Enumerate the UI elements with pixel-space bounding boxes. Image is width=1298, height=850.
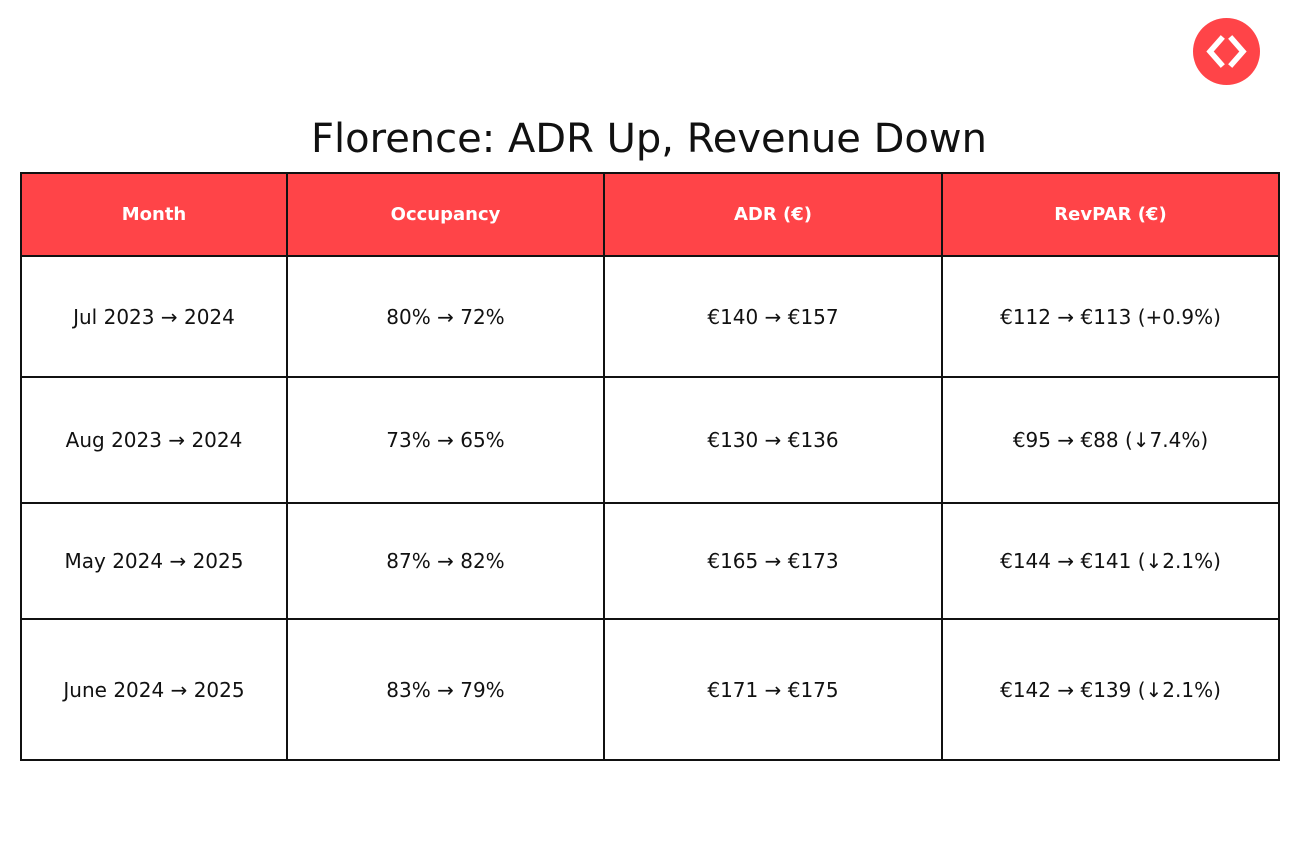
cell-month: Jul 2023 → 2024 — [20, 255, 288, 378]
column-header-revpar: RevPAR (€) — [941, 172, 1280, 257]
cell-adr: €140 → €157 — [603, 255, 943, 378]
cell-revpar: €95 → €88 (↓7.4%) — [941, 376, 1280, 504]
cell-month: May 2024 → 2025 — [20, 502, 288, 620]
page-title: Florence: ADR Up, Revenue Down — [311, 115, 987, 162]
table-header-row: Month Occupancy ADR (€) RevPAR (€) — [20, 172, 1280, 257]
cell-month: June 2024 → 2025 — [20, 618, 288, 761]
table-row: June 2024 → 2025 83% → 79% €171 → €175 €… — [20, 618, 1280, 761]
column-header-month: Month — [20, 172, 288, 257]
cell-adr: €165 → €173 — [603, 502, 943, 620]
table-row: May 2024 → 2025 87% → 82% €165 → €173 €1… — [20, 502, 1280, 620]
cell-revpar: €142 → €139 (↓2.1%) — [941, 618, 1280, 761]
cell-month: Aug 2023 → 2024 — [20, 376, 288, 504]
cell-revpar: €112 → €113 (+0.9%) — [941, 255, 1280, 378]
cell-occupancy: 73% → 65% — [286, 376, 605, 504]
cell-adr: €130 → €136 — [603, 376, 943, 504]
brand-logo — [1193, 18, 1260, 85]
cell-revpar: €144 → €141 (↓2.1%) — [941, 502, 1280, 620]
cell-occupancy: 80% → 72% — [286, 255, 605, 378]
diamond-chevrons-icon — [1206, 35, 1247, 68]
cell-adr: €171 → €175 — [603, 618, 943, 761]
cell-occupancy: 83% → 79% — [286, 618, 605, 761]
data-table: Month Occupancy ADR (€) RevPAR (€) Jul 2… — [20, 172, 1280, 761]
column-header-occupancy: Occupancy — [286, 172, 605, 257]
cell-occupancy: 87% → 82% — [286, 502, 605, 620]
column-header-adr: ADR (€) — [603, 172, 943, 257]
table-row: Aug 2023 → 2024 73% → 65% €130 → €136 €9… — [20, 376, 1280, 504]
table-row: Jul 2023 → 2024 80% → 72% €140 → €157 €1… — [20, 255, 1280, 378]
